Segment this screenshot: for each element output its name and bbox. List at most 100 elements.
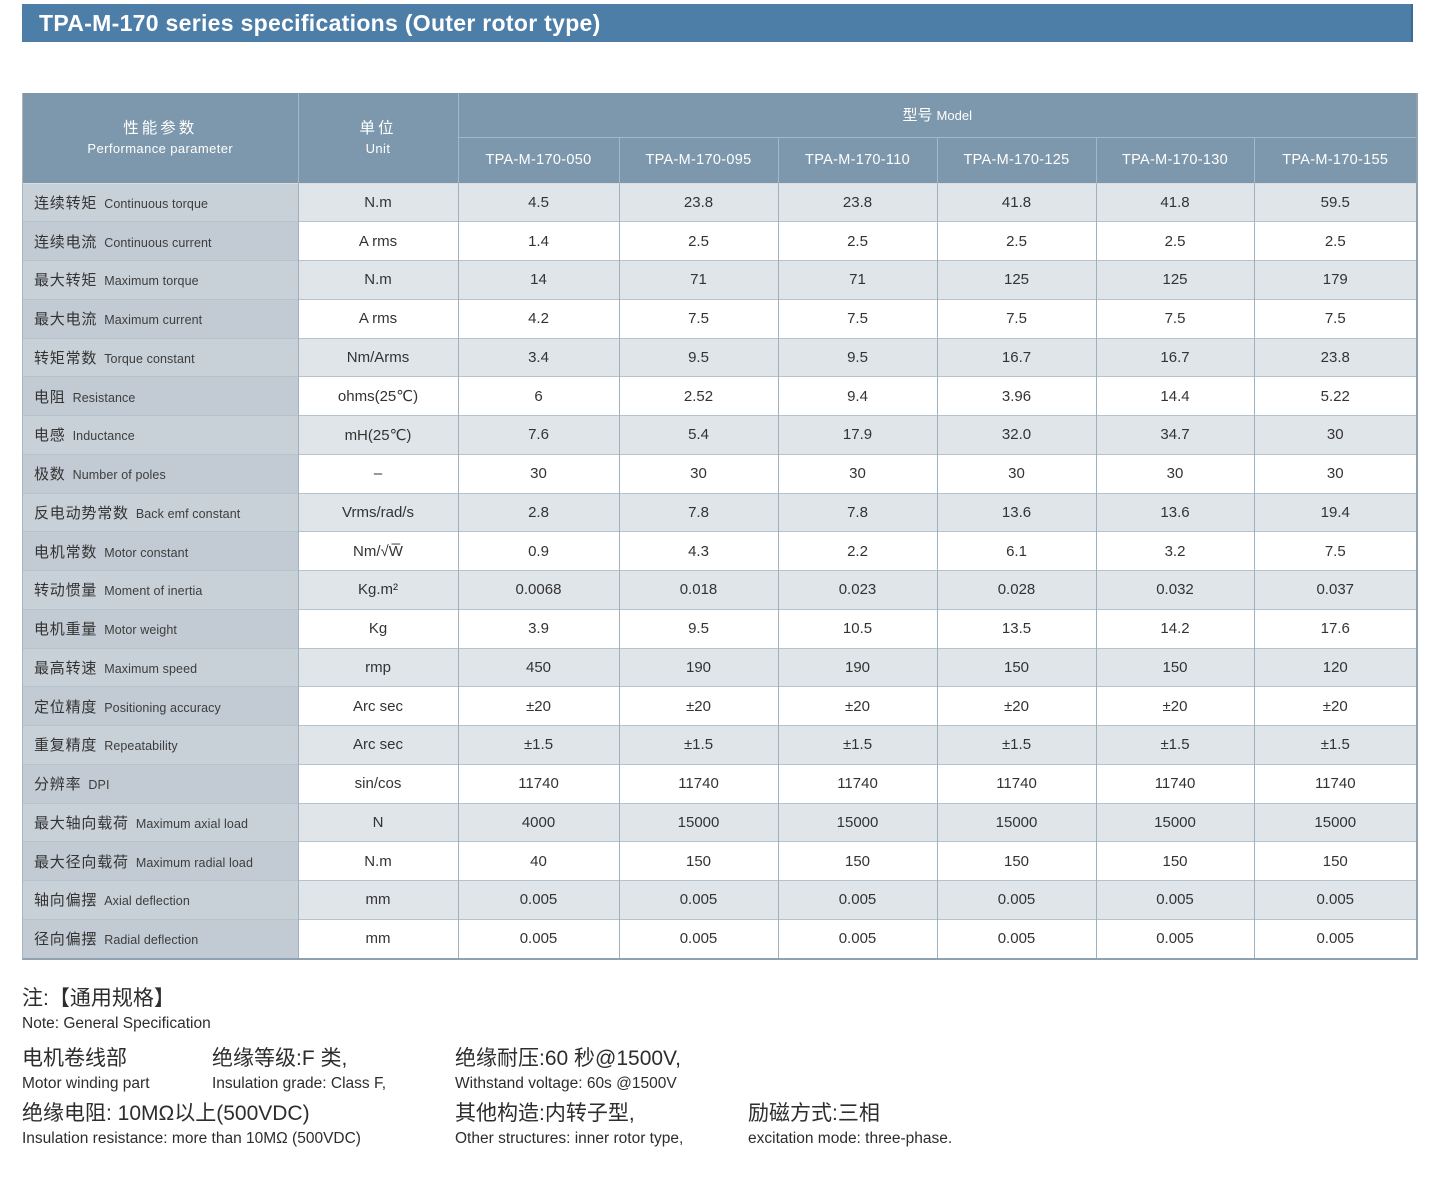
unit-cell: mH(25℃) bbox=[297, 415, 458, 455]
value-cell: 7.8 bbox=[777, 492, 937, 532]
header-row-models: TPA-M-170-050 TPA-M-170-095 TPA-M-170-11… bbox=[23, 137, 1416, 183]
value-cell: 7.5 bbox=[1095, 298, 1254, 338]
value-cell: 9.5 bbox=[618, 337, 778, 377]
param-cell: 最大电流 Maximum current bbox=[23, 298, 298, 338]
value-cell: 1.4 bbox=[457, 221, 619, 261]
param-zh: 连续转矩 bbox=[34, 194, 98, 212]
value-cell: 71 bbox=[618, 260, 778, 300]
param-en: Maximum speed bbox=[104, 661, 198, 676]
unit-cell: mm bbox=[297, 880, 458, 920]
param-cell: 最大转矩 Maximum torque bbox=[23, 260, 298, 300]
param-cell: 电感 Inductance bbox=[23, 415, 298, 455]
value-cell: 13.6 bbox=[1095, 492, 1254, 532]
note-zh: 励磁方式:三相 bbox=[748, 1102, 880, 1125]
value-cell: 0.0068 bbox=[457, 570, 619, 610]
unit-cell: Arc sec bbox=[297, 725, 458, 765]
param-en: Radial deflection bbox=[104, 933, 199, 948]
value-cell: 0.023 bbox=[777, 570, 937, 610]
unit-header-zh: 单位 bbox=[359, 119, 397, 137]
param-cell: 极数 Number of poles bbox=[23, 453, 298, 493]
param-zh: 最高转速 bbox=[34, 659, 98, 677]
unit-header-en: Unit bbox=[365, 140, 391, 156]
value-cell: ±1.5 bbox=[1253, 725, 1416, 765]
note-title: 注:【通用规格】 Note: General Specification bbox=[22, 986, 211, 1034]
table-row: 极数 Number of poles –30 30 30 30 30 30 bbox=[23, 453, 1416, 493]
value-cell: 0.005 bbox=[1253, 918, 1416, 958]
value-cell: 2.5 bbox=[1095, 221, 1254, 261]
parameter-header-en: Performance parameter bbox=[87, 140, 234, 156]
note-withstand-voltage: 绝缘耐压:60 秒@1500V, Withstand voltage: 60s … bbox=[455, 1046, 681, 1094]
unit-cell: Nm/Arms bbox=[297, 337, 458, 377]
value-cell: 14 bbox=[457, 260, 619, 300]
value-cell: ±20 bbox=[457, 686, 619, 726]
param-en: Maximum axial load bbox=[135, 816, 249, 831]
param-en: Motor weight bbox=[104, 623, 177, 638]
value-cell: 450 bbox=[457, 647, 619, 687]
note-en: excitation mode: three-phase. bbox=[748, 1130, 953, 1147]
value-cell: 125 bbox=[1095, 260, 1254, 300]
value-cell: 13.6 bbox=[936, 492, 1096, 532]
value-cell: 0.005 bbox=[618, 880, 778, 920]
param-cell: 最大径向载荷 Maximum radial load bbox=[23, 841, 298, 881]
value-cell: 16.7 bbox=[1095, 337, 1254, 377]
value-cell: 3.2 bbox=[1095, 531, 1254, 571]
unit-cell: Kg bbox=[297, 608, 458, 648]
value-cell: 0.005 bbox=[777, 880, 937, 920]
unit-cell: Arc sec bbox=[297, 686, 458, 726]
column-header-model: TPA-M-170-130 bbox=[1095, 137, 1254, 183]
value-cell: 11740 bbox=[457, 763, 619, 803]
param-cell: 分辨率 DPI bbox=[23, 763, 298, 803]
value-cell: 15000 bbox=[777, 802, 937, 842]
note-motor-winding: 电机卷线部 Motor winding part bbox=[22, 1046, 150, 1094]
value-cell: 11740 bbox=[936, 763, 1096, 803]
value-cell: 150 bbox=[618, 841, 778, 881]
param-zh: 最大轴向载荷 bbox=[34, 814, 129, 832]
value-cell: 150 bbox=[777, 841, 937, 881]
note-title-zh: 注:【通用规格】 bbox=[22, 987, 175, 1010]
param-cell: 连续转矩 Continuous torque bbox=[23, 182, 298, 222]
value-cell: ±20 bbox=[1253, 686, 1416, 726]
note-zh: 绝缘等级:F 类, bbox=[212, 1047, 348, 1070]
header-row-top: 性能参数 Performance parameter 单位 Unit 型号 Mod… bbox=[23, 93, 1416, 183]
param-en: Maximum torque bbox=[104, 274, 199, 289]
unit-cell: A rms bbox=[297, 221, 458, 261]
value-cell: 0.005 bbox=[457, 880, 619, 920]
param-en: Motor constant bbox=[104, 545, 189, 560]
table-row: 连续电流 Continuous current A rms 1.4 2.5 2.5 2.5 2… bbox=[23, 221, 1416, 261]
note-en: Other structures: inner rotor type, bbox=[455, 1130, 684, 1147]
param-en: Continuous torque bbox=[104, 196, 209, 211]
spec-table-wrap: 性能参数 Performance parameter 单位 Unit 型号 Mod… bbox=[22, 93, 1418, 960]
value-cell: 2.5 bbox=[777, 221, 937, 261]
value-cell: 3.4 bbox=[457, 337, 619, 377]
unit-cell: Kg.m² bbox=[297, 570, 458, 610]
param-cell: 重复精度 Repeatability bbox=[23, 725, 298, 765]
param-zh: 电阻 bbox=[34, 388, 66, 406]
value-cell: 0.018 bbox=[618, 570, 778, 610]
value-cell: 5.22 bbox=[1253, 376, 1416, 416]
value-cell: 30 bbox=[1253, 415, 1416, 455]
value-cell: 2.52 bbox=[618, 376, 778, 416]
unit-cell: A rms bbox=[297, 298, 458, 338]
value-cell: 9.5 bbox=[777, 337, 937, 377]
unit-cell: N bbox=[297, 802, 458, 842]
value-cell: 7.5 bbox=[1253, 298, 1416, 338]
param-zh: 连续电流 bbox=[34, 233, 98, 251]
value-cell: ±20 bbox=[777, 686, 937, 726]
value-cell: 3.96 bbox=[936, 376, 1096, 416]
note-excitation-mode: 励磁方式:三相 excitation mode: three-phase. bbox=[748, 1101, 952, 1149]
param-zh: 定位精度 bbox=[34, 698, 98, 716]
note-en: Insulation resistance: more than 10MΩ (5… bbox=[22, 1130, 361, 1147]
value-cell: 7.5 bbox=[936, 298, 1096, 338]
value-cell: ±20 bbox=[936, 686, 1096, 726]
param-zh: 最大转矩 bbox=[34, 272, 98, 290]
value-cell: 9.5 bbox=[618, 608, 778, 648]
param-en: Torque constant bbox=[104, 351, 195, 366]
column-header-unit: 单位 Unit bbox=[297, 93, 459, 183]
value-cell: 0.005 bbox=[1095, 880, 1254, 920]
unit-cell: N.m bbox=[297, 182, 458, 222]
param-en: DPI bbox=[88, 778, 110, 793]
value-cell: 30 bbox=[457, 453, 619, 493]
spec-table: 性能参数 Performance parameter 单位 Unit 型号 Mod… bbox=[23, 93, 1416, 958]
value-cell: 0.005 bbox=[1253, 880, 1416, 920]
column-header-model: TPA-M-170-095 bbox=[618, 137, 778, 183]
